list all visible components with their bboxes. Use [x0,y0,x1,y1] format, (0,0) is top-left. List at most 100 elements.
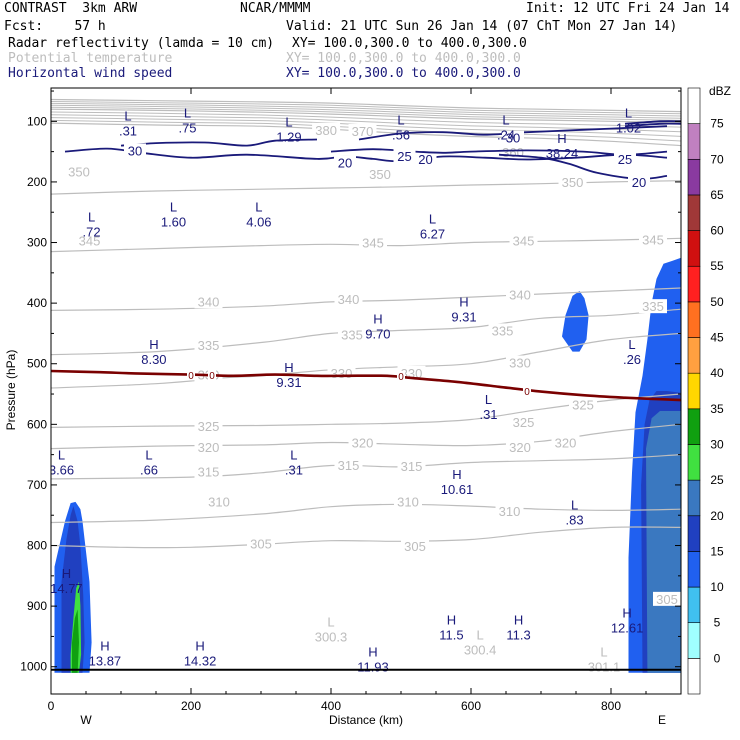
theta-label-bg [194,294,223,309]
colorbar-cell [687,479,701,517]
theta-contour-label: 370 [352,124,374,139]
extremum-marker-value: 9.70 [365,326,390,341]
theta-contour-label: 325 [198,419,220,434]
extremum-marker-letter: L [327,614,334,629]
extremum-marker-value: .75 [178,120,196,135]
y-tick-label: 200 [27,175,47,189]
theta-contour-minor [51,104,681,119]
theta-contour-label: 350 [68,165,90,180]
extremum-marker-letter: H [195,639,204,654]
theta-label-bg [653,591,681,606]
extremum-marker-letter: H [622,605,631,620]
theta-label-bg [334,291,363,306]
wind-contour [330,148,668,156]
colorbar-level-label: 75 [710,117,724,131]
theta-contour-label: 340 [338,292,360,307]
theta-contour-label: 335 [642,299,664,314]
theta-contour-label: 345 [362,236,384,251]
x-tick-label: 800 [601,699,621,713]
extremum-marker-value: .24 [497,128,515,143]
tropopause-label-bg [523,386,531,396]
theta-contour-label: 350 [562,175,584,190]
colorbar-cell [687,408,701,445]
colorbar-cell [687,194,701,231]
wind-label-bg [334,155,356,170]
y-tick-label: 900 [27,599,47,613]
extremum-marker-letter: H [557,131,566,146]
x-tick-label: 400 [321,699,341,713]
extremum-marker-letter: L [485,392,492,407]
field-name-reflectivity: Radar reflectivity (lamda = 10 cm) [8,36,275,51]
extremum-marker-value: 8.30 [141,352,166,367]
theta-label-bg [194,419,223,434]
extremum-marker-letter: L [625,105,632,120]
colorbar-cell [687,87,701,124]
theta-label-bg [569,397,597,412]
extremum-marker-letter: H [149,337,158,352]
theta-contour-label: 325 [513,415,535,430]
theta-contour [51,287,681,311]
extremum-marker-value: 11.5 [439,628,463,643]
theta-contour-label: 335 [341,328,363,343]
extremum-marker-value: 1.60 [161,214,186,229]
theta-contour-minor [51,106,681,121]
extremum-marker-value: .31 [285,463,303,478]
extremum-marker-letter: H [373,311,382,326]
extremum-marker-value: 12.61 [611,620,644,635]
colorbar-cell [687,586,701,624]
x-axis-label: Distance (km) [329,713,403,727]
wind-contour [64,147,668,163]
extremum-marker-value: 1.29 [276,129,301,144]
extremum-marker-value: .26 [623,352,641,367]
wind-contour [624,122,681,128]
colorbar-level-label: 30 [710,437,724,451]
theta-contour [51,423,681,450]
extremum-marker-value: 301.1 [588,660,621,675]
theta-contour [51,308,681,356]
extremum-marker-value: 1.02 [616,120,641,135]
extremum-marker-letter: L [397,113,404,128]
theta-contour-label: 340 [509,288,531,303]
extremum-marker-letter: L [429,211,436,226]
extremum-marker-value: 300.4 [464,643,497,658]
theta-label-bg [506,287,534,302]
theta-contour-label: 320 [352,436,374,451]
extremum-marker-value: 4.06 [246,214,271,229]
extremum-marker-value: 10.61 [441,482,474,497]
theta-label-bg [338,327,366,342]
extremum-marker-letter: L [58,448,65,463]
extremum-marker-value: 11.3 [506,628,530,643]
theta-label-bg [348,435,377,450]
extremum-marker-value: 13.87 [89,654,122,669]
extremum-marker-letter: H [514,613,523,628]
model-title: CONTRAST 3km ARW [4,1,138,16]
extremum-marker-value: 38.24 [546,146,579,161]
field-name-theta: Potential temperature [8,51,173,66]
theta-contour-label: 335 [198,338,220,353]
theta-label-bg [397,459,426,474]
forecast-hour: Fcst: 57 h [4,19,106,34]
extremum-marker-letter: H [459,294,468,309]
theta-contour [51,108,681,124]
y-tick-label: 500 [27,357,47,371]
extremum-marker-letter: H [284,360,293,375]
theta-label-bg [488,323,517,338]
x-tick-label: 200 [181,699,201,713]
wind-contour-label: 20 [632,175,646,190]
colorbar-level-label: 45 [710,331,724,345]
extremum-marker-value: 3.66 [49,463,74,478]
theta-label-bg [506,439,534,454]
x-end-label-east: E [658,713,666,727]
extremum-marker-value: .83 [566,512,584,527]
extremum-marker-letter: L [628,337,635,352]
extremum-marker-letter: L [600,645,607,660]
theta-contour-label: 345 [642,233,664,248]
colorbar-level-label: 20 [710,509,724,523]
theta-label-bg [551,435,580,450]
colorbar-unit: dBZ [709,84,731,98]
wind-contour-label: 30 [506,131,520,146]
colorbar-cell [687,551,701,588]
extremum-marker-letter: L [145,448,152,463]
wind-contour-label: 25 [397,149,411,164]
